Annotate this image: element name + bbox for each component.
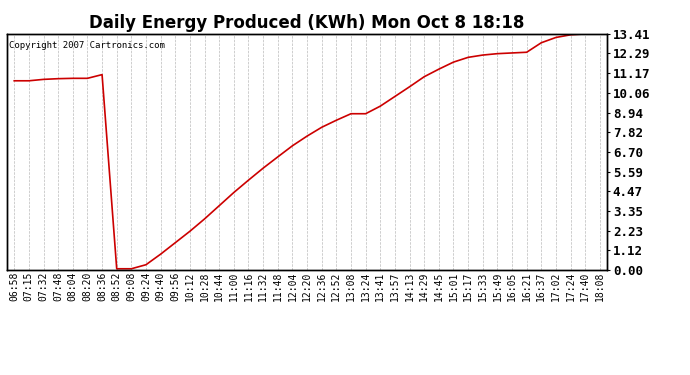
Text: Copyright 2007 Cartronics.com: Copyright 2007 Cartronics.com (9, 41, 165, 50)
Title: Daily Energy Produced (KWh) Mon Oct 8 18:18: Daily Energy Produced (KWh) Mon Oct 8 18… (90, 14, 524, 32)
